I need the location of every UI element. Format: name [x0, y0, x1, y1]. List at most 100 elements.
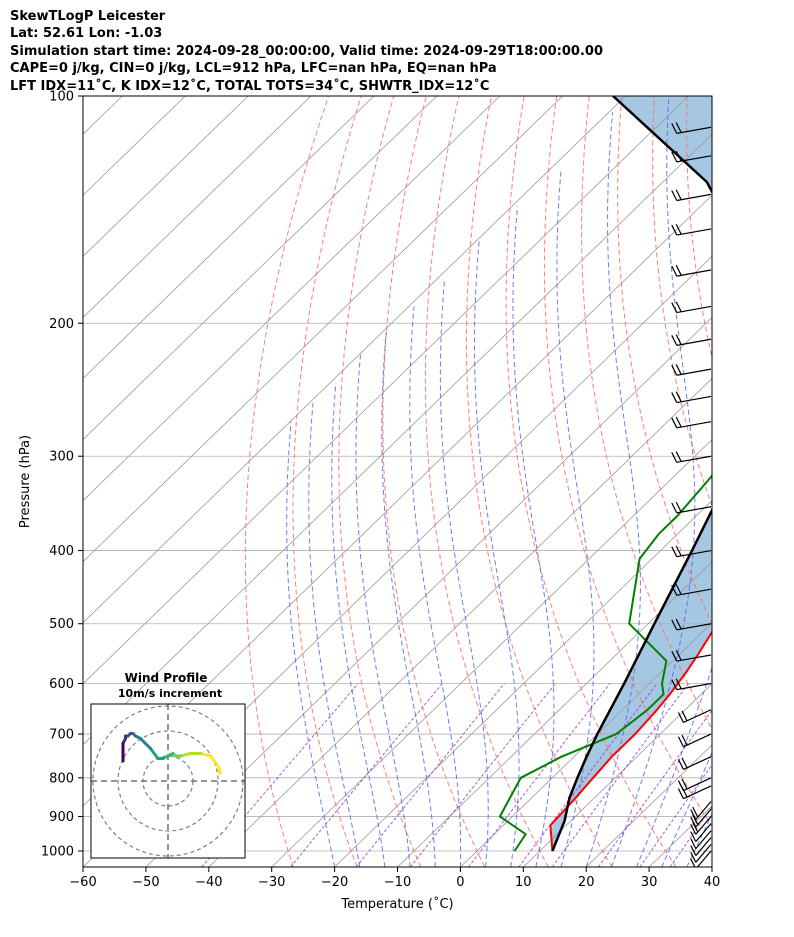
hodograph-frame [90, 703, 246, 859]
isotherm-line [460, 622, 712, 867]
wind-barb [690, 850, 712, 867]
dry-adiabats [244, 96, 794, 867]
wind-barb [677, 777, 712, 792]
wind-barb [671, 678, 712, 691]
wind-barb [671, 451, 712, 463]
wind-barb [671, 391, 712, 404]
axes: −60 −50 −40 −30 −20 −10 0 10 20 30 40 1000 900 800 700… [18, 90, 720, 913]
wind-barb [671, 150, 712, 163]
isotherm-line [83, 96, 563, 563]
x-tick-label: −20 [321, 875, 348, 890]
isotherm-line [83, 96, 689, 685]
dry-adiabat-line [244, 96, 330, 867]
y-tick-label: 400 [49, 544, 74, 559]
moist-adiabat-line [355, 354, 411, 867]
hodograph-segment [209, 754, 220, 768]
isotherm-line [83, 133, 712, 746]
isotherm-line [397, 561, 712, 867]
y-tick-label: 200 [49, 317, 74, 332]
moist-adiabat-line [308, 402, 361, 867]
dry-adiabat-line [465, 96, 613, 867]
wind-barb [671, 122, 712, 134]
isotherm-line [83, 96, 375, 380]
dry-adiabat-line [720, 96, 794, 867]
hodograph-segment [179, 752, 192, 758]
dry-adiabat-line [543, 96, 712, 828]
isotherm-line [208, 377, 712, 867]
y-tick-label: 700 [49, 728, 74, 743]
x-tick-label: 0 [456, 875, 464, 890]
moist-adiabat-line [661, 751, 712, 867]
y-tick-label: 500 [49, 617, 74, 632]
wind-barb [690, 837, 712, 856]
isotherm-line [83, 96, 249, 257]
temperature-line [549, 630, 712, 852]
y-tick-label: 100 [49, 90, 74, 105]
x-tick-label: 30 [641, 875, 658, 890]
mixing-ratio-line [355, 683, 505, 867]
isotherm-line [271, 438, 712, 867]
wind-barb [671, 334, 712, 346]
dry-adiabat-line [382, 96, 485, 867]
wind-barb [690, 801, 712, 820]
hodograph-subtitle: 10m/s increment [118, 687, 222, 700]
mixing-ratio-line [639, 764, 712, 867]
mixing-ratio-line [518, 683, 658, 867]
y-tick-label: 900 [49, 810, 74, 825]
cape-cin-levels: CAPE=0 j/kg, CIN=0 j/kg, LCL=912 hPa, LF… [10, 61, 497, 77]
x-axis-label: Temperature (˚C) [340, 896, 453, 912]
wind-barb [671, 265, 712, 277]
moist-adiabat-line [556, 169, 595, 867]
dry-adiabat-line [292, 96, 362, 867]
dry-adiabat-line [338, 96, 422, 867]
y-axis-label: Pressure (hPa) [18, 435, 33, 528]
y-tick-label: 600 [49, 677, 74, 692]
y-tick-label: 1000 [41, 845, 74, 860]
wind-barb [671, 416, 712, 429]
hodograph-title: Wind Profile [125, 671, 208, 685]
dry-adiabat-line [752, 96, 794, 867]
hodograph-ring [117, 730, 219, 832]
wind-barb [690, 830, 712, 850]
stability-indices: LFT IDX=11˚C, K IDX=12˚C, TOTAL TOTS=34˚… [10, 78, 490, 94]
isotherm-line [145, 316, 712, 867]
y-tick-label: 300 [49, 450, 74, 465]
profile-lines [498, 96, 712, 852]
x-tick-label: −60 [69, 875, 96, 890]
wind-barb [677, 756, 712, 770]
hodograph-segment [149, 747, 160, 760]
wind-barb [671, 545, 712, 558]
moist-adiabat-line [512, 206, 555, 867]
hodograph-segment [199, 752, 212, 758]
moist-adiabat-line [636, 666, 712, 867]
moist-adiabat-line [474, 239, 520, 867]
moist-adiabats [286, 96, 712, 867]
x-tick-label: −40 [195, 875, 222, 890]
isotherm-line [83, 96, 626, 624]
y-tick-label: 800 [49, 771, 74, 786]
isotherm-line [334, 500, 712, 867]
cape-fill-layer [550, 96, 712, 848]
mixing-ratio-line [410, 683, 556, 867]
dry-adiabat-line [581, 96, 712, 730]
isotherms [83, 96, 794, 867]
wind-barb [690, 823, 712, 842]
isotherm-line [523, 683, 712, 867]
isotherm-line [83, 96, 501, 502]
wind-barb [671, 364, 712, 376]
wind-barb [671, 189, 712, 202]
mixing-ratio-line [551, 683, 689, 867]
isotherm-line [775, 96, 794, 867]
wind-barb [677, 709, 712, 724]
dry-adiabat-line [652, 96, 712, 508]
x-tick-label: 40 [704, 875, 721, 890]
dry-adiabat-line [617, 96, 712, 626]
mixing-ratio-line [597, 709, 712, 867]
x-tick-label: −30 [258, 875, 285, 890]
plot-title: SkewTLogP Leicester [10, 9, 166, 24]
dry-adiabat-line [686, 96, 712, 360]
wind-barb [671, 501, 712, 514]
wind-barb [690, 843, 712, 863]
x-tick-label: −50 [132, 875, 159, 890]
